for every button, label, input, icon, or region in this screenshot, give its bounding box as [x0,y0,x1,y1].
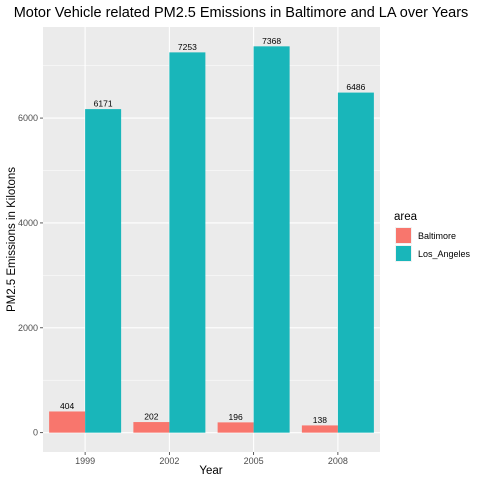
data-label: 202 [144,412,158,422]
bar-baltimore-1999 [49,411,86,433]
legend-key-los-angeles [396,246,411,261]
chart-title: Motor Vehicle related PM2.5 Emissions in… [14,5,469,21]
data-labels: 404 6171 202 7253 196 7368 138 6486 [60,36,366,425]
bar-los-angeles-1999 [85,109,122,433]
y-axis-title: PM2.5 Emissions in Kilotons [6,167,18,312]
data-label: 138 [313,415,327,425]
data-label: 7253 [178,42,197,52]
data-label: 404 [60,401,74,411]
legend-title: area [394,211,418,223]
bar-los-angeles-2002 [169,52,206,433]
bar-baltimore-2002 [133,422,170,433]
y-tick-label: 6000 [18,113,38,123]
data-label: 196 [229,412,243,422]
y-tick-label: 4000 [18,218,38,228]
legend-items: Baltimore Los_Angeles [395,227,471,262]
bar-los-angeles-2005 [253,46,290,433]
x-tick-label: 2002 [159,456,179,466]
bar-baltimore-2005 [217,422,254,433]
legend-label: Baltimore [418,231,456,241]
data-label: 7368 [262,36,281,46]
x-tick-label: 2008 [328,456,348,466]
data-label: 6171 [94,99,113,109]
y-axis: 0 2000 4000 6000 [18,113,43,438]
data-label: 6486 [346,82,365,92]
y-tick-label: 2000 [18,323,38,333]
bars [49,46,374,433]
legend-key-baltimore [396,228,411,243]
y-tick-label: 0 [33,428,38,438]
x-tick-label: 1999 [75,456,95,466]
x-tick-label: 2005 [244,456,264,466]
x-axis-title: Year [199,465,222,477]
legend-label: Los_Angeles [418,249,471,259]
x-axis: 1999 2002 2005 2008 [75,452,348,466]
bar-baltimore-2008 [301,425,338,433]
legend: area Baltimore Los_Angeles [394,211,471,262]
bar-los-angeles-2008 [337,92,374,433]
